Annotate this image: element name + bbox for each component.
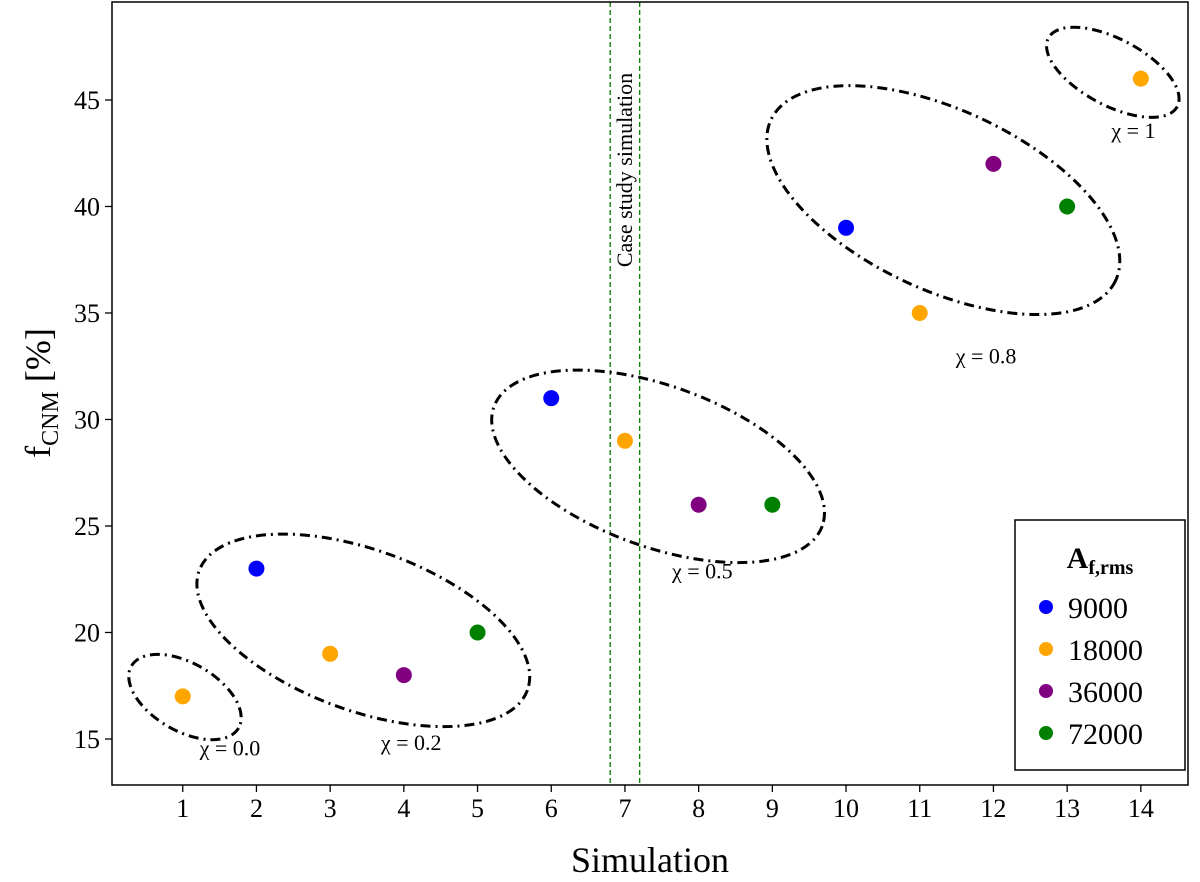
y-tick-label: 20 <box>74 618 100 647</box>
y-tick-label: 40 <box>74 192 100 221</box>
data-point-13 <box>1059 198 1076 215</box>
data-point-1 <box>174 688 191 705</box>
x-tick-label: 4 <box>397 794 410 823</box>
data-point-10 <box>838 219 855 236</box>
group-label-2: χ = 0.5 <box>671 559 733 584</box>
legend-marker-36000 <box>1039 684 1053 698</box>
legend: Af,rms 9000 18000 36000 72000 <box>1014 519 1186 771</box>
legend-title-sub: f,rms <box>1088 557 1133 579</box>
x-tick-label: 7 <box>618 794 631 823</box>
group-label-1: χ = 0.2 <box>380 730 442 755</box>
x-tick-label: 3 <box>324 794 337 823</box>
y-tick-label: 45 <box>74 86 100 115</box>
group-ellipse-0 <box>127 652 243 742</box>
data-point-11 <box>911 304 928 321</box>
group-ellipse-1 <box>195 532 532 729</box>
x-tick-label: 11 <box>907 794 932 823</box>
legend-marker-9000 <box>1039 600 1053 614</box>
y-tick-label: 30 <box>74 405 100 434</box>
legend-entries: 9000 18000 36000 72000 <box>1039 592 1143 751</box>
y-axis-label-unit: [%] <box>18 328 58 391</box>
legend-title-main: A <box>1067 542 1089 575</box>
plot-area: Case study simulation χ = 0.0 χ = 0.2 χ = 0… <box>127 2 1181 785</box>
y-tick-label: 15 <box>74 725 100 754</box>
data-point-9 <box>764 496 781 513</box>
x-tick-label: 1 <box>176 794 189 823</box>
data-point-7 <box>616 432 633 449</box>
x-tick-label: 2 <box>250 794 263 823</box>
axes-frame <box>111 1 1189 786</box>
y-axis-label: fCNM [%] <box>18 328 64 458</box>
case-study-label: Case study simulation <box>612 73 637 267</box>
legend-label-72000: 72000 <box>1068 718 1143 751</box>
data-point-6 <box>543 390 560 407</box>
group-ellipse-2 <box>490 368 827 565</box>
group-ellipse-3 <box>765 84 1122 317</box>
y-axis-label-main: f <box>18 446 58 458</box>
data-point-12 <box>985 155 1002 172</box>
x-tick-label: 8 <box>692 794 705 823</box>
x-axis-label: Simulation <box>571 840 729 880</box>
legend-title: Af,rms <box>1067 542 1134 579</box>
data-point-4 <box>395 667 412 684</box>
x-tick-label: 9 <box>766 794 779 823</box>
x-tick-label: 12 <box>980 794 1006 823</box>
legend-marker-72000 <box>1039 726 1053 740</box>
legend-label-9000: 9000 <box>1068 592 1128 625</box>
group-label-0: χ = 0.0 <box>199 736 261 761</box>
x-tick-label: 6 <box>545 794 558 823</box>
x-tick-label: 5 <box>471 794 484 823</box>
group-label-4: χ = 1 <box>1110 118 1155 143</box>
y-tick-label: 25 <box>74 512 100 541</box>
legend-label-36000: 36000 <box>1068 676 1143 709</box>
y-axis-label-sub: CNM <box>38 391 64 446</box>
data-point-3 <box>322 645 339 662</box>
x-tick-label: 10 <box>833 794 859 823</box>
data-point-14 <box>1132 70 1149 87</box>
y-tick-label: 35 <box>74 299 100 328</box>
x-tick-label: 13 <box>1054 794 1080 823</box>
legend-label-18000: 18000 <box>1068 634 1143 667</box>
group-ellipse-4 <box>1045 25 1181 119</box>
data-point-5 <box>469 624 486 641</box>
data-point-8 <box>690 496 707 513</box>
x-tick-label: 14 <box>1128 794 1154 823</box>
data-point-2 <box>248 560 265 577</box>
legend-marker-18000 <box>1039 642 1053 656</box>
group-label-3: χ = 0.8 <box>955 344 1017 369</box>
